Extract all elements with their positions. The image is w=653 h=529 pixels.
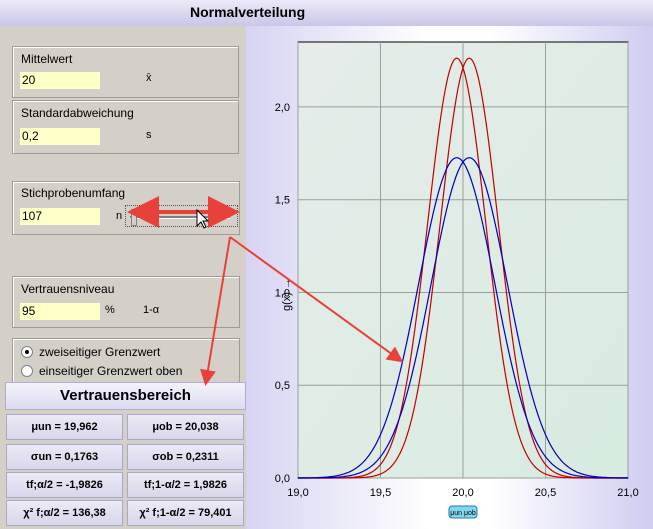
chi2-upper-cell: χ² f;1-α/2 = 79,401	[127, 500, 244, 526]
chi2-lower-cell: χ² f;α/2 = 136,38	[6, 500, 123, 526]
mittelwert-symbol: x̄	[146, 72, 152, 84]
vertrauensniveau-label: Vertrauensniveau	[21, 282, 115, 296]
mu-lower-cell: μun = 19,962	[6, 414, 123, 440]
input-panel: Mittelwert 20 x̄ Standardabweichung 0,2 …	[0, 26, 246, 529]
mittelwert-label: Mittelwert	[21, 52, 73, 66]
series-curve-2	[298, 57, 628, 479]
vertrauensbereich-header: Vertrauensbereich	[5, 382, 246, 410]
sigma-lower-cell: σun = 0,1763	[6, 444, 123, 470]
vertrauensniveau-unit: %	[105, 304, 115, 316]
standardabweichung-group: Standardabweichung 0,2 s	[12, 100, 239, 154]
window-title: Normalverteilung	[190, 4, 306, 20]
stichprobenumfang-field[interactable]: 107	[20, 208, 100, 225]
option-label-zweiseitig[interactable]: zweiseitiger Grenzwert	[39, 345, 161, 359]
mittelwert-group: Mittelwert 20 x̄	[12, 46, 239, 98]
stichprobenumfang-symbol: n	[116, 210, 123, 222]
x-tick-label: 21,0	[617, 487, 638, 499]
vertrauensniveau-group: Vertrauensniveau 95 % 1-α	[12, 276, 240, 328]
standardabweichung-label: Standardabweichung	[21, 106, 134, 120]
t-upper-cell: tf;1-α/2 = 1,9826	[127, 472, 244, 498]
mittelwert-field[interactable]: 20	[20, 72, 100, 89]
t-lower-cell: tf;α/2 = -1,9826	[6, 472, 123, 498]
radio-zweiseitig[interactable]	[21, 346, 33, 358]
radio-einseitig-oben[interactable]	[21, 365, 33, 377]
title-bar: Normalverteilung	[0, 0, 653, 27]
y-tick-label: 0,5	[275, 380, 290, 392]
plot-panel: 19,0 19,5 20,0 20,5 21,0 0,0 0,5 1,0 1,5 2,0 g(x) …	[246, 26, 653, 529]
mu-upper-cell: μob = 20,038	[127, 414, 244, 440]
y-axis-label: g(x) →	[281, 278, 293, 311]
standardabweichung-symbol: s	[146, 129, 152, 141]
stichprobenumfang-label: Stichprobenumfang	[21, 186, 126, 200]
distribution-chart: 19,0 19,5 20,0 20,5 21,00,00,51,01,52,0g(x) …	[275, 41, 639, 519]
limit-options-group: zweiseitiger Grenzwert einseitiger Grenz…	[12, 338, 240, 384]
series-curve-4	[298, 157, 628, 479]
vertrauensniveau-field[interactable]: 95	[20, 303, 100, 320]
x-tick-label: 20,0	[452, 487, 473, 499]
x-tick-label: 20,5	[535, 487, 556, 499]
x-tick-label: 19,0	[287, 487, 308, 499]
sample-size-slider[interactable]	[125, 205, 238, 227]
option-label-einseitig-oben[interactable]: einseitiger Grenzwert oben	[39, 364, 183, 378]
mean-marker-label: μun μob	[450, 510, 476, 517]
slider-track	[130, 216, 230, 219]
y-tick-label: 0,0	[275, 473, 290, 485]
mean-marker-box	[448, 505, 478, 519]
y-tick-label: 1,5	[275, 195, 290, 207]
standardabweichung-field[interactable]: 0,2	[20, 128, 100, 145]
x-tick-label: 19,5	[370, 487, 391, 499]
sigma-upper-cell: σob = 0,2311	[127, 444, 244, 470]
slider-thumb[interactable]	[131, 209, 137, 226]
y-tick-label: 2,0	[275, 102, 290, 114]
vertrauensniveau-symbol: 1-α	[143, 304, 160, 316]
